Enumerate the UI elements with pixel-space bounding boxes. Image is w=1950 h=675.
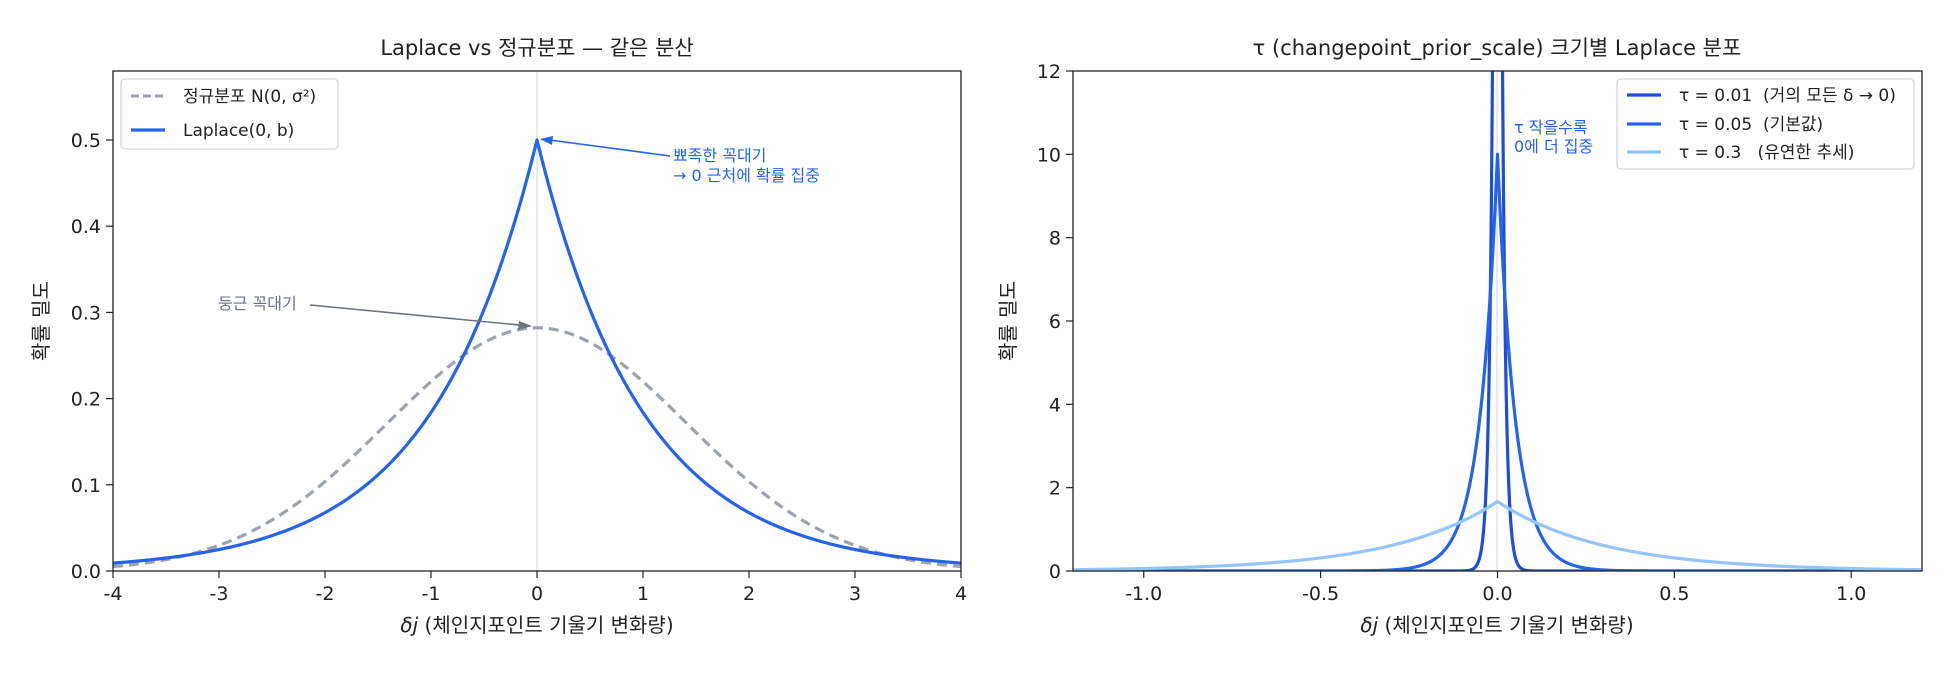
- right-y-tick-label: 4: [1049, 394, 1061, 416]
- left-annotation-round: 둥근 꼭대기: [218, 294, 532, 330]
- right-x-tick-label: -1.0: [1125, 583, 1162, 605]
- left-y-tick-label: 0.2: [71, 389, 101, 411]
- left-legend-label-normal: 정규분포 N(0, σ²): [183, 87, 316, 107]
- right-series-2-line: [1073, 499, 1922, 571]
- left-legend: 정규분포 N(0, σ²) Laplace(0, b): [120, 78, 339, 150]
- left-chart-title: Laplace vs 정규분포 — 같은 분산: [380, 36, 693, 60]
- right-legend: τ = 0.01 (거의 모든 δ → 0) τ = 0.05 (기본값) τ …: [1616, 78, 1915, 170]
- round-annotation-text: 둥근 꼭대기: [218, 294, 297, 313]
- left-y-axis-title: 확률 밀도: [29, 281, 53, 361]
- left-series-0-line: [113, 326, 961, 569]
- right-annotation: τ 작을수록 0에 더 집중: [1514, 118, 1593, 156]
- right-x-axis-title: δj (체인지포인트 기울기 변화량): [1360, 613, 1633, 637]
- right-y-tick-label: 2: [1049, 478, 1061, 500]
- left-y-tick-label: 0.3: [71, 302, 101, 324]
- left-x-tick-label: 0: [531, 583, 543, 605]
- left-legend-box: [120, 78, 339, 150]
- left-annotation-peak: 뾰족한 꼭대기 → 0 근처에 확률 집중: [540, 136, 820, 185]
- peak-annotation-arrowhead: [540, 136, 553, 145]
- right-legend-label-tau03: τ = 0.3 (유연한 추세): [1679, 143, 1854, 163]
- right-chart: τ (changepoint_prior_scale) 크기별 Laplace …: [996, 36, 1923, 637]
- right-annotation-line2: 0에 더 집중: [1514, 137, 1593, 156]
- left-x-tick-label: 2: [743, 583, 755, 605]
- right-legend-label-tau001: τ = 0.01 (거의 모든 δ → 0): [1679, 86, 1896, 106]
- right-x-tick-label: 1.0: [1836, 583, 1866, 605]
- left-series-1-line: [113, 138, 961, 565]
- peak-annotation-line2: → 0 근처에 확률 집중: [673, 166, 820, 185]
- left-x-tick-label: -2: [316, 583, 335, 605]
- right-y-tick-label: 0: [1049, 561, 1061, 583]
- left-x-tick-label: 3: [849, 583, 861, 605]
- right-y-tick-label: 6: [1049, 311, 1061, 333]
- left-x-tick-label: -1: [422, 583, 441, 605]
- round-annotation-arrow: [309, 304, 531, 327]
- left-chart: Laplace vs 정규분포 — 같은 분산 -4 -3 -2 -1 0 1 2 3 4 0.0…: [29, 36, 967, 637]
- right-annotation-line1: τ 작을수록: [1514, 118, 1588, 137]
- right-legend-box: [1616, 78, 1915, 170]
- left-y-tick-label: 0.4: [71, 216, 101, 238]
- peak-annotation-line1: 뾰족한 꼭대기: [673, 146, 766, 165]
- left-x-tick-label: -3: [210, 583, 229, 605]
- right-y-axis-title: 확률 밀도: [996, 281, 1020, 361]
- peak-annotation-arrow: [541, 138, 671, 157]
- round-annotation-arrowhead: [518, 321, 532, 330]
- left-y-tick-label: 0.0: [71, 561, 101, 583]
- right-y-tick-label: 8: [1049, 228, 1061, 250]
- right-x-tick-label: -0.5: [1302, 583, 1339, 605]
- right-legend-label-tau005: τ = 0.05 (기본값): [1679, 115, 1823, 135]
- left-x-axis-title: δj (체인지포인트 기울기 변화량): [400, 613, 673, 637]
- right-series-1-line: [1073, 152, 1922, 571]
- right-y-tick-label: 10: [1037, 144, 1061, 166]
- left-x-tick-label: -4: [104, 583, 123, 605]
- left-y-tick-label: 0.5: [71, 130, 101, 152]
- left-y-tick-label: 0.1: [71, 475, 101, 497]
- left-x-tick-label: 1: [637, 583, 649, 605]
- right-y-tick-label: 12: [1037, 61, 1061, 83]
- right-chart-title: τ (changepoint_prior_scale) 크기별 Laplace …: [1253, 36, 1742, 61]
- left-legend-label-laplace: Laplace(0, b): [183, 121, 294, 141]
- right-x-tick-label: 0.5: [1659, 583, 1689, 605]
- left-x-tick-label: 4: [955, 583, 967, 605]
- right-x-tick-label: 0.0: [1482, 583, 1512, 605]
